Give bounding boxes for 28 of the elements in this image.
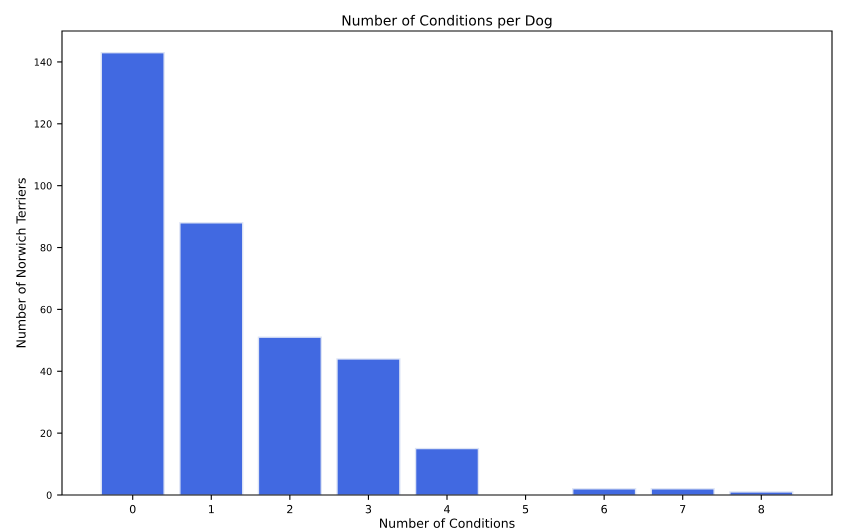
chart-title: Number of Conditions per Dog — [342, 14, 552, 28]
bar — [179, 222, 244, 495]
x-tick-label: 4 — [444, 505, 450, 514]
bar — [650, 488, 715, 495]
y-tick-label: 140 — [34, 58, 52, 66]
y-tick-label: 80 — [40, 244, 52, 252]
y-tick-label: 120 — [34, 120, 52, 128]
bar — [336, 358, 401, 495]
x-tick-label: 3 — [366, 504, 372, 514]
bar — [414, 448, 480, 495]
bar — [729, 491, 794, 495]
y-tick-label: 60 — [40, 306, 52, 314]
y-tick-label: 100 — [34, 182, 52, 190]
y-tick-label: 40 — [40, 368, 52, 376]
y-axis-title: Number of Norwich Terriers — [16, 178, 26, 348]
y-tick-label: 20 — [40, 430, 52, 437]
bar — [572, 488, 636, 495]
y-tick-label: 0 — [46, 491, 52, 499]
bar — [258, 336, 322, 495]
bar — [100, 52, 165, 495]
x-tick-label: 8 — [758, 504, 764, 514]
x-tick-label: 1 — [208, 505, 214, 514]
x-axis-title: Number of Conditions — [380, 518, 515, 528]
x-tick-label: 0 — [130, 504, 136, 514]
x-tick-label: 7 — [680, 505, 686, 514]
x-tick-label: 5 — [522, 505, 528, 514]
x-tick-label: 6 — [601, 504, 607, 514]
x-tick-label: 2 — [287, 504, 292, 514]
